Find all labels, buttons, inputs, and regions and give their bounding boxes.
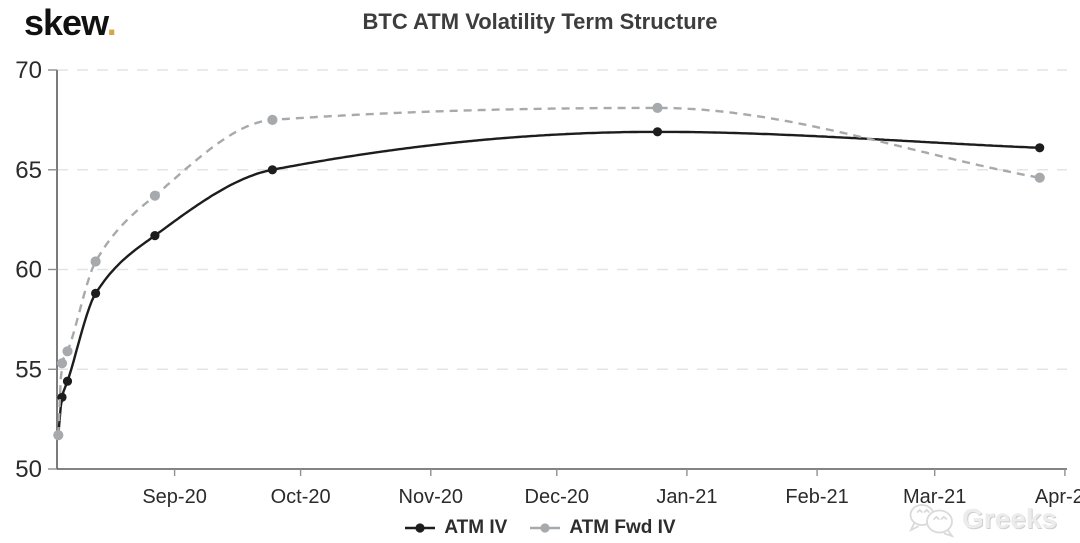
x-tick-label: Sep-20	[142, 486, 207, 508]
x-tick-label: Apr-21	[1035, 486, 1080, 508]
legend-item-atm-fwd-iv: ATM Fwd IV	[529, 517, 676, 539]
series-line	[57, 106, 1040, 436]
legend-label-atm-iv: ATM IV	[444, 517, 508, 538]
data-point	[62, 376, 73, 386]
skew-logo-dot: .	[106, 2, 117, 43]
data-point	[150, 231, 160, 241]
legend-item-atm-iv: ATM IV	[404, 517, 507, 539]
y-tick-label: 55	[15, 356, 42, 383]
data-point	[90, 256, 101, 267]
skew-logo: skew.	[24, 2, 117, 44]
x-tick-label: Oct-20	[271, 486, 331, 508]
data-point	[1035, 143, 1045, 153]
series-line	[57, 130, 1040, 436]
y-gridlines	[57, 69, 1067, 371]
data-point	[56, 358, 68, 369]
series-atm-fwd-iv	[53, 102, 1045, 441]
y-tick-label: 60	[15, 257, 42, 284]
x-tick-label: Nov-20	[399, 486, 463, 508]
legend-label-atm-fwd-iv: ATM Fwd IV	[569, 517, 676, 538]
watermark-text: Greeks	[962, 503, 1057, 534]
data-point	[1034, 172, 1045, 183]
data-point	[652, 102, 663, 113]
x-tick-labels: Sep-20 Oct-20 Nov-20 Dec-20 Jan-21 Feb-21 Mar-…	[142, 469, 1080, 508]
y-tick-label: 50	[15, 456, 42, 483]
data-point	[53, 430, 64, 441]
x-tick-label: Mar-21	[903, 486, 966, 508]
y-tick-labels: 50 55 60 65 70	[15, 57, 57, 483]
x-tick-label: Dec-20	[525, 486, 589, 508]
y-tick-label: 65	[15, 157, 42, 184]
data-point	[267, 165, 277, 175]
wechat-icon	[909, 504, 955, 538]
series-atm-iv	[53, 127, 1045, 440]
legend: ATM IV ATM Fwd IV	[0, 517, 1080, 539]
x-tick-label: Jan-21	[656, 486, 717, 508]
atm-fwd-iv-marker-icon	[530, 523, 561, 533]
data-point	[652, 127, 663, 137]
data-point	[149, 190, 160, 201]
data-point	[267, 114, 278, 125]
skew-logo-text: skew	[24, 2, 108, 43]
x-tick-label: Feb-21	[785, 486, 848, 508]
watermark: Greeks	[907, 500, 1057, 538]
page-title: BTC ATM Volatility Term Structure	[362, 9, 718, 34]
atm-iv-marker-icon	[405, 523, 436, 533]
data-point	[62, 346, 73, 357]
data-point	[91, 288, 101, 298]
y-tick-label: 70	[15, 57, 42, 84]
